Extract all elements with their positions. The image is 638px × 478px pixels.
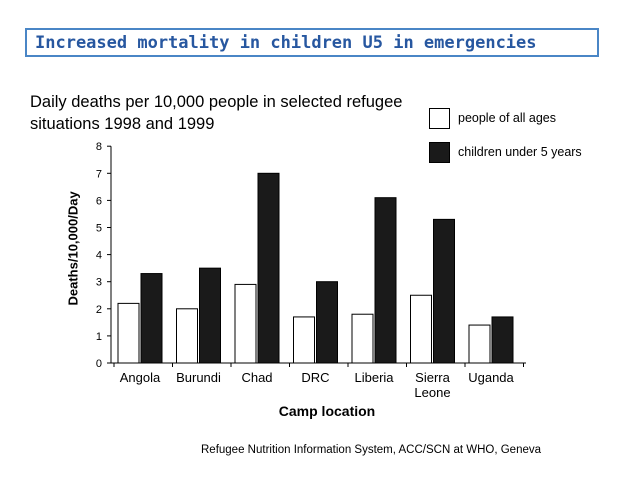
bar-all-ages [410,294,432,364]
x-category-label: Angola [120,370,161,385]
bar-under-5 [257,172,280,364]
chart-title-line-1: Daily deaths per 10,000 people in select… [30,93,403,111]
bar-under-5 [374,197,397,364]
bar-all-ages [117,302,140,364]
y-tick-label: 1 [96,331,102,343]
title-box: Increased mortality in children U5 in em… [25,28,599,57]
source-note: Refugee Nutrition Information System, AC… [201,444,542,456]
chart-title-line-2: situations 1998 and 1999 [30,115,215,133]
x-category-label: Liberia [354,370,394,385]
legend-label-all-ages: people of all ages [458,111,556,125]
x-category-label: Leone [414,385,450,400]
legend-swatch-all-ages [429,108,450,129]
bar-all-ages [176,308,198,364]
y-tick-label: 6 [96,195,102,207]
legend-label-under-5: children under 5 years [458,145,582,159]
bar-under-5 [140,273,163,364]
x-category-label: Sierra [415,370,450,385]
chart-title: Daily deaths per 10,000 people in select… [30,91,450,135]
legend-swatch-under-5 [429,142,450,163]
x-category-label: Burundi [176,370,221,385]
bar-all-ages [468,324,491,364]
bar-all-ages [351,313,374,364]
x-category-label: DRC [301,370,329,385]
y-tick-label: 5 [96,223,102,235]
bar-all-ages [293,316,315,364]
bar-under-5 [491,316,514,364]
bar-under-5 [433,218,455,364]
y-tick-label: 2 [96,304,102,316]
y-tick-label: 7 [96,168,102,180]
x-category-label: Uganda [468,370,514,385]
y-tick-label: 0 [96,358,102,370]
bar-under-5 [316,281,338,364]
y-tick-label: 8 [96,141,102,153]
y-tick-label: 4 [96,250,102,262]
x-axis-label: Camp location [278,403,376,419]
x-category-label: Chad [241,370,272,385]
bar-all-ages [234,283,257,364]
slide-title: Increased mortality in children U5 in em… [35,33,537,53]
y-tick-label: 3 [96,277,102,289]
bar-under-5 [199,267,221,364]
